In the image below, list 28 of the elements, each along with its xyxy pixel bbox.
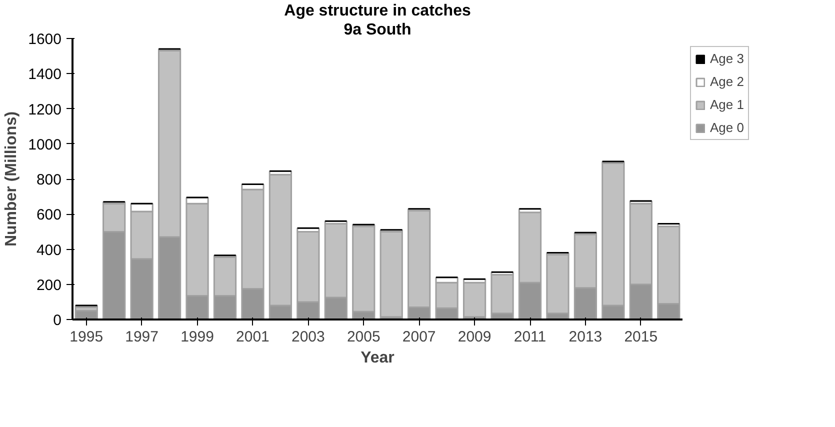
y-tick-label: 1000 [28, 136, 62, 154]
y-tick-label: 400 [36, 242, 62, 259]
x-tick-label: 2007 [402, 328, 436, 346]
y-tick-label: 200 [36, 276, 62, 294]
y-tick-label: 1600 [28, 31, 62, 48]
x-axis-title: Year [360, 350, 394, 366]
x-tick-label: 1997 [125, 328, 159, 346]
x-tick-label: 2003 [291, 328, 325, 346]
y-axis-title: Number (Millions) [3, 111, 20, 247]
x-tick-label: 2001 [236, 328, 270, 346]
legend-label: Age 1 [710, 97, 744, 112]
legend-label: Age 0 [710, 120, 744, 135]
legend-label: Age 3 [710, 51, 744, 66]
y-tick-label: 600 [36, 206, 62, 224]
y-tick-label: 0 [53, 312, 62, 329]
x-tick-label: 2013 [568, 328, 602, 346]
x-tick-label: 1999 [180, 328, 214, 346]
x-tick-label: 1995 [70, 328, 104, 346]
x-tick-label: 2015 [624, 328, 658, 346]
y-tick-label: 800 [36, 172, 62, 188]
legend-label: Age 2 [710, 74, 744, 89]
y-tick-label: 1200 [28, 101, 62, 118]
x-tick-label: 2009 [458, 328, 492, 346]
chart-subtitle: 9a South [344, 22, 412, 38]
x-tick-label: 2005 [346, 328, 380, 346]
y-tick-label: 1400 [28, 66, 62, 84]
chart-title: Age structure in catches [284, 2, 471, 20]
x-tick-label: 2011 [514, 328, 546, 346]
